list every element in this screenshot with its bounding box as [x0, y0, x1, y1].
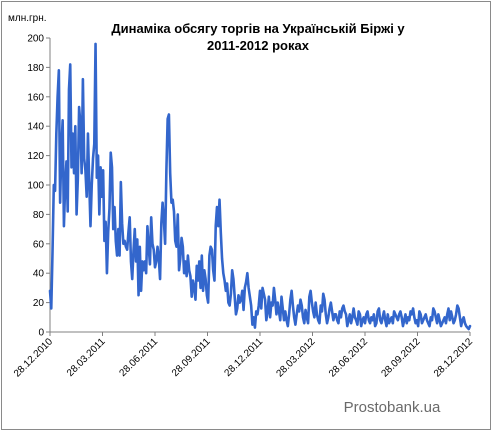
x-tick-label: 28.03.2011: [65, 336, 108, 379]
y-tick-label: 20: [33, 298, 45, 309]
y-tick-label: 180: [27, 63, 44, 74]
y-tick-label: 80: [33, 210, 45, 221]
y-tick-label: 160: [27, 92, 44, 103]
x-axis: 28.12.2010 28.03.2011 28.06.2011 28.09.2011…: [12, 331, 475, 380]
y-tick-label: 100: [27, 181, 44, 192]
chart-title-line-2: 2011-2012 роках: [207, 38, 310, 53]
series-line: [48, 42, 472, 331]
x-tick-label: 28.03.2012: [274, 336, 317, 379]
y-tick-label: 60: [33, 239, 45, 250]
x-tick-label: 28.09.2011: [170, 336, 213, 379]
x-tick-label: 28.12.2011: [222, 336, 265, 379]
y-tick-label: 0: [38, 328, 44, 339]
x-tick-label: 28.12.2010: [12, 336, 55, 379]
y-tick-label: 120: [27, 151, 44, 162]
x-tick-label: 28.12.2012: [432, 336, 475, 379]
y-axis: 0 20 40 60 80 100 120 140 160 180 200: [27, 34, 51, 339]
y-tick-label: 200: [27, 34, 44, 45]
x-tick-label: 28.06.2011: [117, 336, 160, 379]
y-axis-unit-label: млн.грн.: [8, 13, 47, 24]
x-tick-label: 28.06.2012: [327, 336, 370, 379]
chart-title-line-1: Динаміка обсягу торгів на Українській Бі…: [111, 21, 405, 36]
series-layer: [48, 42, 472, 331]
y-tick-label: 140: [27, 122, 44, 133]
source-watermark: Prostobank.ua: [344, 399, 441, 416]
x-tick-label: 28.09.2012: [379, 336, 422, 379]
y-tick-label: 40: [33, 269, 45, 280]
